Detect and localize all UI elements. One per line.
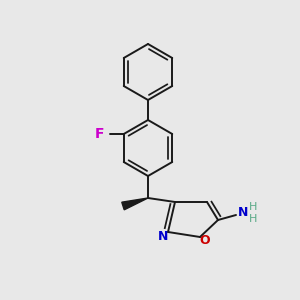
Text: N: N — [158, 230, 168, 242]
Text: H: H — [249, 202, 257, 212]
Text: H: H — [249, 214, 257, 224]
Text: O: O — [200, 235, 210, 248]
Text: N: N — [238, 206, 248, 218]
Polygon shape — [122, 198, 148, 210]
Text: F: F — [95, 127, 104, 141]
